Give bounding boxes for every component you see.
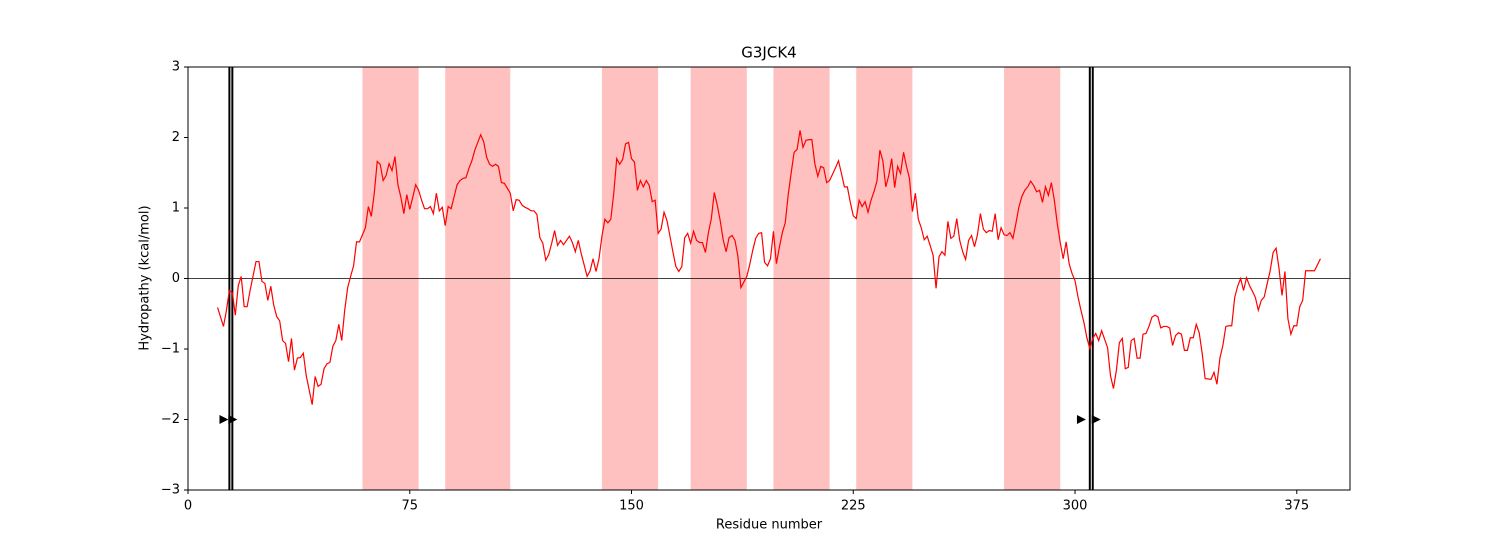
- y-tick-label: −2: [161, 412, 180, 427]
- y-axis-label: Hydropathy (kcal/mol): [138, 205, 153, 350]
- x-axis-label: Residue number: [716, 518, 823, 533]
- arrow-marker: [1091, 415, 1101, 424]
- chart-title: G3JCK4: [741, 44, 796, 62]
- x-tick-label: 0: [184, 499, 192, 514]
- arrow-marker: [228, 415, 238, 424]
- x-tick-label: 375: [1284, 499, 1309, 514]
- x-tick-label: 225: [841, 499, 866, 514]
- arrow-marker: [1076, 415, 1086, 424]
- y-tick-label: 0: [172, 271, 180, 286]
- hydropathy-line: [216, 130, 1321, 405]
- x-tick-label: 150: [619, 499, 644, 514]
- y-tick-label: 2: [172, 130, 180, 145]
- x-tick-label: 75: [401, 499, 418, 514]
- y-tick-label: 1: [172, 201, 180, 216]
- y-tick-label: −1: [161, 342, 180, 357]
- arrow-marker: [219, 415, 229, 424]
- y-tick-label: −3: [161, 483, 180, 498]
- x-tick-label: 300: [1063, 499, 1088, 514]
- y-tick-label: 3: [172, 60, 180, 75]
